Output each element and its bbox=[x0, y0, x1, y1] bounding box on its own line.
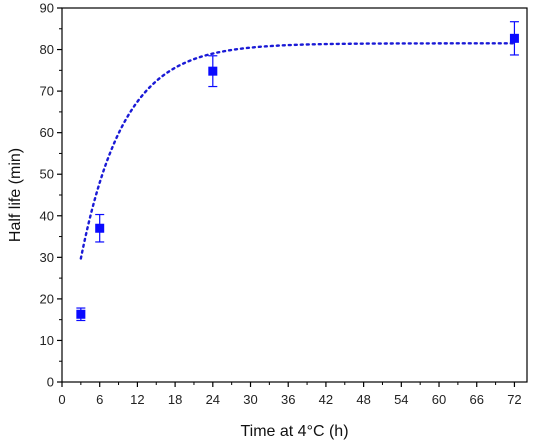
x-tick-label: 42 bbox=[319, 392, 333, 407]
y-tick-label: 90 bbox=[40, 1, 54, 16]
x-tick-label: 0 bbox=[58, 392, 65, 407]
y-tick-label: 80 bbox=[40, 42, 54, 57]
x-tick-label: 36 bbox=[281, 392, 295, 407]
y-tick-label: 30 bbox=[40, 250, 54, 265]
data-marker bbox=[208, 66, 218, 76]
data-marker bbox=[76, 309, 86, 319]
y-tick-label: 60 bbox=[40, 125, 54, 140]
x-axis-title: Time at 4°C (h) bbox=[240, 423, 348, 440]
x-tick-label: 30 bbox=[243, 392, 257, 407]
x-tick-label: 24 bbox=[206, 392, 220, 407]
y-tick-label: 20 bbox=[40, 291, 54, 306]
y-tick-label: 40 bbox=[40, 208, 54, 223]
data-marker bbox=[509, 33, 519, 43]
fit-curve-layer bbox=[79, 42, 516, 260]
data-marker bbox=[95, 223, 105, 233]
y-tick-label: 70 bbox=[40, 84, 54, 99]
y-axis: 0 10 20 30 40 50 60 70 80 90 bbox=[40, 1, 62, 390]
y-axis-title: Half life (min) bbox=[7, 148, 24, 242]
x-tick-label: 66 bbox=[469, 392, 483, 407]
x-tick-label: 18 bbox=[168, 392, 182, 407]
data-points-layer bbox=[76, 21, 519, 322]
y-tick-label: 10 bbox=[40, 333, 54, 348]
data-point bbox=[208, 55, 218, 88]
y-tick-label: 50 bbox=[40, 167, 54, 182]
data-point bbox=[509, 21, 519, 56]
x-tick-label: 54 bbox=[394, 392, 408, 407]
x-tick-label: 12 bbox=[130, 392, 144, 407]
data-point bbox=[95, 213, 105, 243]
x-tick-label: 60 bbox=[432, 392, 446, 407]
x-axis: 0 6 12 18 24 30 36 42 48 54 60 66 72 bbox=[58, 382, 522, 407]
x-tick-label: 72 bbox=[507, 392, 521, 407]
data-point bbox=[76, 307, 86, 322]
fit-curve bbox=[79, 42, 516, 260]
x-tick-label: 48 bbox=[356, 392, 370, 407]
x-tick-label: 6 bbox=[96, 392, 103, 407]
y-tick-label: 0 bbox=[47, 375, 54, 390]
